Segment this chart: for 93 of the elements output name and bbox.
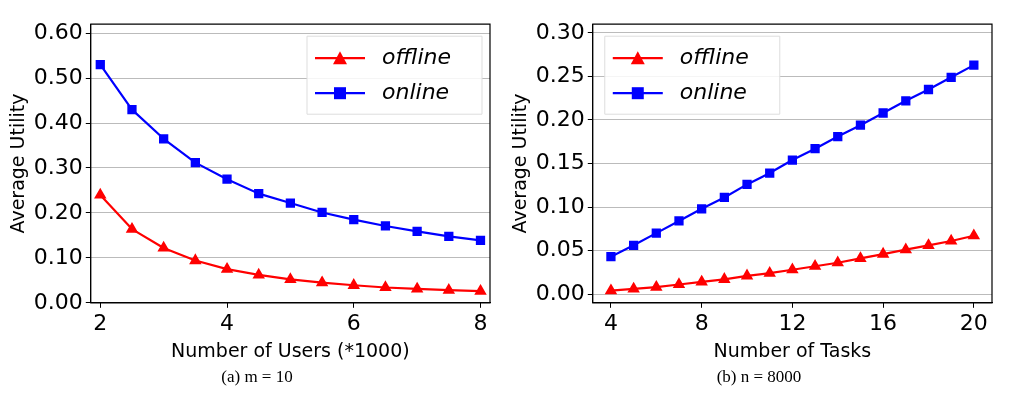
point [786, 263, 798, 274]
y-tick-label: 0.60 [33, 18, 83, 44]
x-axis-title: Number of Tasks [713, 338, 872, 361]
point [349, 215, 359, 225]
y-axis-title: Average Utility [6, 93, 29, 234]
x-tick-label: 20 [959, 309, 988, 335]
y-tick-label: 0.15 [535, 149, 585, 175]
point [833, 131, 843, 142]
point [412, 226, 422, 236]
point [94, 188, 106, 199]
point [628, 240, 639, 250]
point [674, 216, 684, 226]
point [443, 284, 455, 294]
point [696, 275, 708, 286]
point [946, 72, 956, 82]
point [787, 155, 798, 165]
point [718, 273, 730, 283]
legend-label: online [382, 78, 450, 104]
point [475, 235, 486, 245]
point [764, 267, 776, 277]
point [877, 247, 889, 258]
y-tick-label: 0.40 [33, 108, 83, 134]
point [411, 282, 423, 293]
point [126, 223, 138, 233]
point [189, 254, 201, 265]
y-tick-label: 0.30 [535, 18, 585, 44]
x-tick-label: 4 [603, 309, 618, 335]
point [605, 284, 617, 295]
point [159, 134, 169, 144]
x-tick-label: 2 [93, 309, 108, 335]
point [221, 263, 233, 273]
x-tick-label: 6 [346, 309, 361, 335]
text: (b) n = 8000 [716, 367, 802, 387]
point [945, 234, 957, 245]
point [923, 239, 934, 249]
point [855, 120, 866, 130]
point [628, 282, 640, 293]
point [606, 252, 616, 262]
point [158, 241, 170, 252]
y-tick-label: 0.00 [535, 279, 585, 305]
point [719, 192, 729, 203]
y-tick-label: 0.10 [535, 192, 585, 218]
point [855, 252, 866, 262]
point [968, 229, 980, 240]
point [809, 260, 821, 270]
point [253, 268, 265, 279]
point [127, 104, 137, 115]
point [380, 221, 391, 231]
y-tick-label: 0.05 [535, 236, 585, 262]
point [95, 60, 105, 70]
x-tick-label: 16 [869, 309, 898, 335]
x-tick-label: 8 [694, 309, 709, 335]
legend-label: offline [679, 43, 749, 69]
y-tick-label: 0.20 [33, 198, 83, 224]
point [651, 228, 661, 238]
x-tick-label: 12 [778, 309, 807, 335]
point [673, 278, 685, 289]
y-tick-label: 0.20 [535, 105, 585, 131]
y-tick-label: 0.30 [33, 153, 83, 179]
point [900, 243, 912, 254]
text: (a) m = 10 [221, 367, 293, 387]
point [650, 281, 662, 291]
point [285, 198, 296, 208]
point [190, 157, 200, 168]
y-tick-label: 0.00 [33, 288, 83, 314]
y-axis-title: Average Utility [508, 93, 531, 234]
point [380, 281, 391, 292]
point [284, 273, 296, 284]
point [878, 108, 888, 118]
x-tick-label: 4 [220, 309, 235, 335]
point [969, 60, 979, 70]
x-tick-label: 8 [473, 309, 488, 335]
y-tick-label: 0.50 [33, 63, 83, 89]
point [832, 256, 844, 267]
point [697, 204, 707, 214]
point [901, 96, 911, 106]
point [316, 276, 328, 287]
point [444, 231, 454, 241]
x-axis-title: Number of Users (*1000) [171, 338, 410, 361]
point [810, 144, 820, 154]
point [765, 168, 775, 178]
y-tick-label: 0.25 [535, 62, 585, 88]
point [741, 269, 753, 280]
legend-label: offline [382, 43, 452, 69]
point [742, 179, 752, 190]
point [317, 207, 327, 218]
point [923, 84, 934, 95]
point [222, 174, 232, 184]
y-tick-label: 0.10 [33, 243, 83, 269]
point [348, 279, 360, 289]
legend-label: online [679, 78, 747, 104]
point [475, 285, 486, 295]
point [254, 188, 264, 199]
